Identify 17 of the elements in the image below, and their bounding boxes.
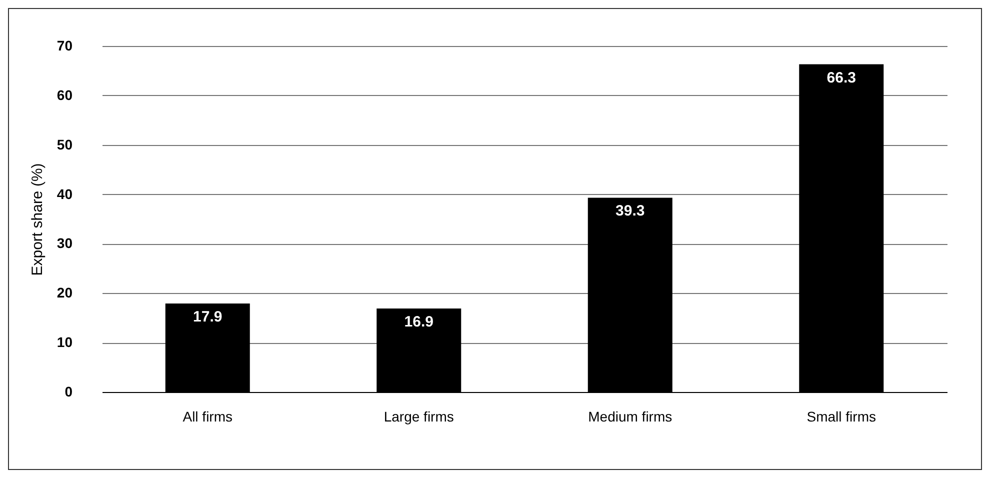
- y-tick-label: 60: [56, 86, 73, 103]
- y-tick-label: 0: [64, 384, 73, 400]
- y-tick-label: 30: [56, 235, 73, 252]
- data-label: 16.9: [404, 313, 434, 330]
- y-tick-label: 10: [56, 334, 73, 350]
- x-tick-label: Medium firms: [588, 408, 672, 424]
- data-label: 39.3: [616, 202, 645, 220]
- x-tick-label: Small firms: [806, 408, 876, 424]
- data-label: 66.3: [826, 69, 856, 86]
- x-tick-label: All firms: [182, 408, 233, 424]
- x-tick-label: Large firms: [384, 408, 454, 424]
- data-label: 17.9: [193, 308, 222, 326]
- y-tick-label: 70: [56, 38, 73, 54]
- y-axis-title: Export share (%): [28, 163, 46, 276]
- y-tick-label: 20: [56, 284, 73, 301]
- y-tick-label: 40: [56, 186, 73, 202]
- y-tick-label: 50: [56, 136, 73, 152]
